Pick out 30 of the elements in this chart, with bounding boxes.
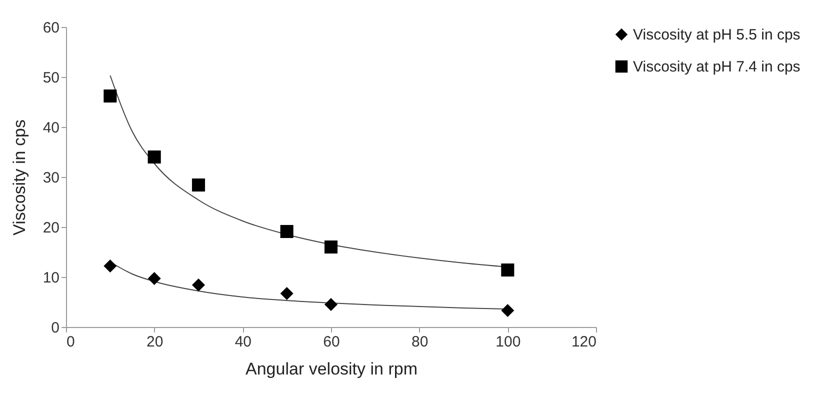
point (148, 272, 161, 286)
point (280, 224, 294, 238)
point (104, 89, 117, 103)
x-tick-label: 80 (411, 334, 428, 350)
point (501, 304, 514, 318)
point (501, 263, 514, 277)
point (280, 286, 294, 300)
y-tick-label: 0 (51, 320, 60, 336)
y-tick-label: 40 (42, 120, 60, 136)
y-tick-label: 10 (42, 270, 60, 286)
x-tick-label: 40 (234, 334, 252, 350)
x-tick-label: 120 (571, 334, 596, 350)
x-axis-title: Angular velosity in rpm (246, 360, 418, 378)
y-axis-title: Viscosity in cps (10, 120, 29, 236)
point (192, 178, 206, 192)
point (148, 150, 161, 164)
y-tick-label: 60 (42, 20, 60, 36)
legend-label: Viscosity at pH 7.4 in cps (633, 58, 800, 76)
point (324, 240, 338, 254)
x-tick-label: 0 (66, 334, 75, 350)
point (192, 278, 206, 292)
x-tick-label: 20 (146, 334, 164, 350)
point (324, 298, 338, 312)
x-tick-label: 60 (323, 334, 340, 350)
y-tick-label: 30 (42, 170, 60, 186)
x-tick-label: 100 (496, 334, 521, 350)
y-tick-label: 50 (42, 70, 60, 86)
legend-label: Viscosity at pH 5.5 in cps (633, 26, 800, 44)
y-tick-label: 20 (42, 220, 60, 236)
point (104, 259, 117, 273)
